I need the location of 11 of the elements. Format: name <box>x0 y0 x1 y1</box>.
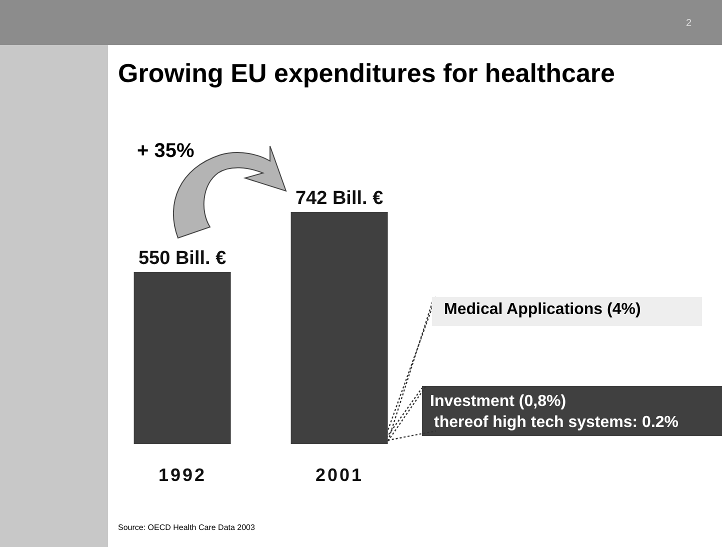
x-tick-label: 1992 <box>158 464 207 485</box>
text: thereof high tech systems: 0.2% <box>434 414 679 432</box>
text: Medical Applications (4%) <box>432 297 702 326</box>
text: + 35% <box>137 140 194 163</box>
chart-title: Growing EU expenditures for healthcare <box>118 58 615 89</box>
x-tick-label: 2001 <box>315 464 364 485</box>
data-label: 742 Bill. € <box>295 188 384 209</box>
source-note: Source: OECD Health Care Data 2003 <box>118 523 255 532</box>
text: 2 <box>686 18 692 29</box>
text: Investment (0,8%) <box>430 393 566 411</box>
data-label: 550 Bill. € <box>138 248 227 270</box>
